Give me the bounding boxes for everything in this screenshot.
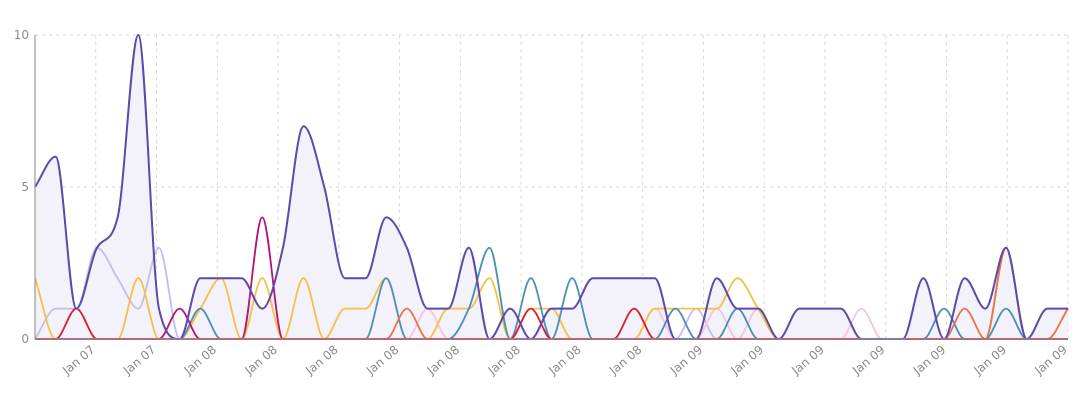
y-tick-label: 5	[21, 180, 29, 194]
y-tick-label: 0	[21, 332, 29, 346]
axes	[34, 35, 1068, 340]
x-tick-label: Jan 09	[849, 343, 888, 379]
x-tick-label: Jan 08	[363, 343, 402, 379]
x-tick-label: Jan 07	[59, 343, 98, 379]
x-tick-label: Jan 09	[728, 343, 767, 379]
x-tick-label: Jan 09	[788, 343, 827, 379]
grid	[35, 34, 1069, 340]
x-tick-label: Jan 08	[181, 343, 220, 379]
x-tick-label: Jan 08	[545, 343, 584, 379]
area-fill	[35, 35, 1068, 339]
x-tick-label: Jan 09	[910, 343, 949, 379]
x-tick-label: Jan 08	[424, 343, 463, 379]
x-tick-label: Jan 09	[667, 343, 706, 379]
y-tick-label: 10	[14, 28, 29, 42]
x-tick-label: Jan 08	[484, 343, 523, 379]
x-tick-label: Jan 07	[120, 343, 159, 379]
x-tick-label: Jan 08	[241, 343, 280, 379]
x-tick-label: Jan 08	[606, 343, 645, 379]
x-tick-label: Jan 09	[1031, 343, 1070, 379]
series-area-0	[35, 35, 1068, 339]
x-tick-label: Jan 08	[302, 343, 341, 379]
x-tick-label: Jan 09	[971, 343, 1010, 379]
